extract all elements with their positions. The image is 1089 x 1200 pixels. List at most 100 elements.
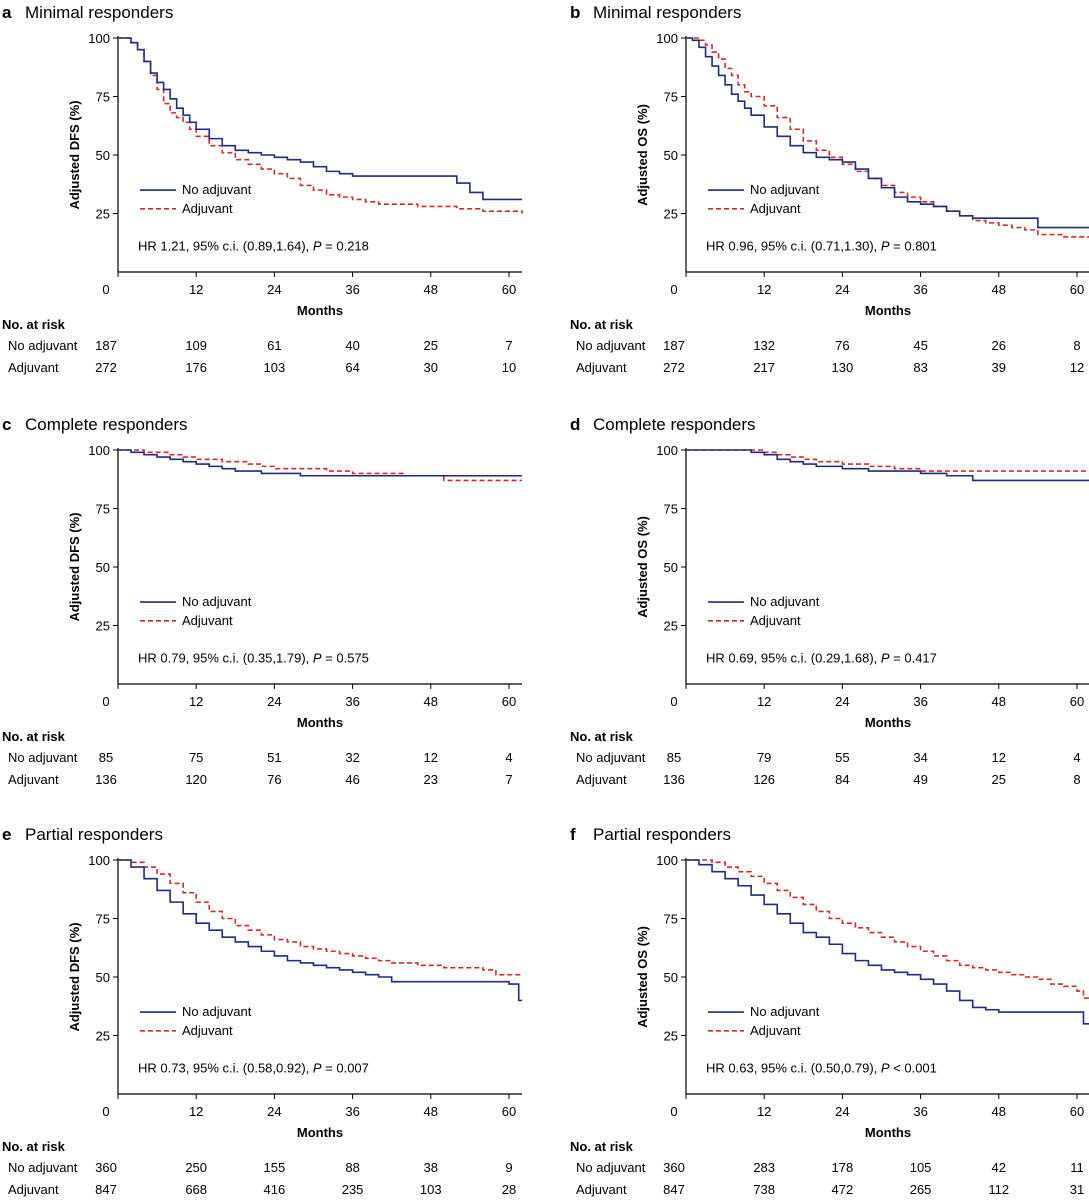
risk-count: 42 bbox=[992, 1160, 1006, 1175]
y-tick-label: 25 bbox=[96, 207, 110, 222]
risk-count: 85 bbox=[667, 750, 681, 765]
series-line-adjuvant bbox=[118, 449, 522, 482]
risk-row-label: Adjuvant bbox=[576, 1182, 627, 1197]
risk-count: 155 bbox=[264, 1160, 286, 1175]
risk-count: 103 bbox=[420, 1182, 442, 1197]
series-line-no-adjuvant bbox=[118, 859, 522, 1002]
x-tick-label: 36 bbox=[345, 1104, 359, 1119]
y-tick-label: 50 bbox=[664, 560, 678, 575]
legend-label-no-adjuvant: No adjuvant bbox=[182, 1004, 252, 1019]
risk-count: 34 bbox=[913, 750, 927, 765]
risk-count: 12 bbox=[424, 750, 438, 765]
risk-count: 472 bbox=[832, 1182, 854, 1197]
y-tick-label: 25 bbox=[664, 1029, 678, 1044]
legend-label-adjuvant: Adjuvant bbox=[750, 1023, 801, 1038]
x-tick-label: 12 bbox=[189, 282, 203, 297]
km-panel-a: a Minimal responders 100 75 50 25 0 12 24 36 48 60 M… bbox=[2, 3, 523, 375]
hazard-ratio-annotation: HR 1.21, 95% c.i. (0.89,1.64), P = 0.218 bbox=[138, 238, 369, 253]
risk-count: 8 bbox=[1073, 338, 1080, 353]
risk-count: 64 bbox=[345, 360, 359, 375]
x-axis-label: Months bbox=[865, 303, 911, 318]
risk-count: 4 bbox=[505, 750, 512, 765]
x-tick-label: 60 bbox=[1070, 694, 1084, 709]
x-tick-label: 24 bbox=[835, 694, 849, 709]
risk-count: 61 bbox=[267, 338, 281, 353]
risk-count: 668 bbox=[185, 1182, 207, 1197]
risk-table-header: No. at risk bbox=[2, 729, 66, 744]
risk-count: 12 bbox=[1070, 360, 1084, 375]
y-tick-label: 25 bbox=[664, 619, 678, 634]
x-tick-label: 48 bbox=[424, 1104, 438, 1119]
x-axis-label: Months bbox=[865, 715, 911, 730]
risk-row-label: No adjuvant bbox=[576, 1160, 646, 1175]
y-tick-label: 100 bbox=[88, 31, 110, 46]
series-line-no-adjuvant bbox=[686, 37, 1089, 229]
x-tick-label: 36 bbox=[345, 282, 359, 297]
y-tick-label: 75 bbox=[664, 502, 678, 517]
x-tick-label: 48 bbox=[992, 282, 1006, 297]
risk-table-header: No. at risk bbox=[2, 317, 66, 332]
y-tick-label: 100 bbox=[88, 443, 110, 458]
risk-count: 105 bbox=[910, 1160, 932, 1175]
x-tick-label: 12 bbox=[757, 694, 771, 709]
legend-label-adjuvant: Adjuvant bbox=[182, 1023, 233, 1038]
km-panel-c: c Complete responders 100 75 50 25 0 12 24 36 48 60… bbox=[2, 415, 522, 787]
x-tick-label: 48 bbox=[992, 694, 1006, 709]
legend-label-adjuvant: Adjuvant bbox=[182, 201, 233, 216]
risk-count: 4 bbox=[1073, 750, 1080, 765]
risk-count: 83 bbox=[913, 360, 927, 375]
panel-title: Minimal responders bbox=[593, 3, 741, 22]
panel-title: Partial responders bbox=[25, 825, 163, 844]
risk-count: 235 bbox=[342, 1182, 364, 1197]
y-tick-label: 100 bbox=[656, 853, 678, 868]
legend-label-no-adjuvant: No adjuvant bbox=[750, 594, 820, 609]
x-tick-label: 0 bbox=[670, 282, 677, 297]
risk-count: 112 bbox=[988, 1182, 1009, 1197]
y-tick-label: 25 bbox=[96, 619, 110, 634]
risk-row-label: Adjuvant bbox=[576, 772, 627, 787]
risk-count: 847 bbox=[663, 1182, 685, 1197]
panel-title: Complete responders bbox=[593, 415, 756, 434]
y-tick-label: 50 bbox=[96, 148, 110, 163]
risk-table-header: No. at risk bbox=[570, 729, 634, 744]
x-tick-label: 0 bbox=[102, 694, 109, 709]
risk-count: 38 bbox=[424, 1160, 438, 1175]
risk-count: 45 bbox=[913, 338, 927, 353]
risk-count: 28 bbox=[502, 1182, 516, 1197]
series-line-no-adjuvant bbox=[118, 449, 522, 477]
panel-letter: b bbox=[570, 3, 580, 22]
risk-table-header: No. at risk bbox=[2, 1139, 66, 1154]
risk-count: 49 bbox=[913, 772, 927, 787]
risk-table-header: No. at risk bbox=[570, 317, 634, 332]
x-tick-label: 12 bbox=[757, 1104, 771, 1119]
risk-count: 75 bbox=[189, 750, 203, 765]
risk-row-label: Adjuvant bbox=[8, 360, 59, 375]
hazard-ratio-annotation: HR 0.63, 95% c.i. (0.50,0.79), P < 0.001 bbox=[706, 1060, 937, 1075]
risk-count: 272 bbox=[95, 360, 117, 375]
risk-count: 126 bbox=[753, 772, 775, 787]
x-axis-label: Months bbox=[865, 1125, 911, 1140]
risk-count: 46 bbox=[345, 772, 359, 787]
legend-label-adjuvant: Adjuvant bbox=[182, 613, 233, 628]
x-tick-label: 48 bbox=[992, 1104, 1006, 1119]
risk-count: 11 bbox=[1070, 1160, 1084, 1175]
legend-label-adjuvant: Adjuvant bbox=[750, 201, 801, 216]
x-tick-label: 24 bbox=[267, 282, 281, 297]
series-line-adjuvant bbox=[686, 37, 1089, 238]
y-axis-label: Adjusted OS (%) bbox=[635, 926, 650, 1028]
risk-count: 416 bbox=[264, 1182, 286, 1197]
panel-letter: c bbox=[2, 415, 11, 434]
km-panel-b: b Minimal responders 100 75 50 25 0 12 24 36 48 60 M… bbox=[570, 3, 1089, 375]
y-tick-label: 100 bbox=[656, 31, 678, 46]
y-tick-label: 50 bbox=[96, 560, 110, 575]
risk-count: 8 bbox=[1073, 772, 1080, 787]
panel-letter: d bbox=[570, 415, 580, 434]
risk-count: 84 bbox=[835, 772, 849, 787]
x-tick-label: 24 bbox=[835, 1104, 849, 1119]
risk-count: 40 bbox=[345, 338, 359, 353]
panel-title: Minimal responders bbox=[25, 3, 173, 22]
x-tick-label: 48 bbox=[424, 694, 438, 709]
risk-count: 30 bbox=[424, 360, 438, 375]
risk-count: 187 bbox=[95, 338, 117, 353]
legend-label-adjuvant: Adjuvant bbox=[750, 613, 801, 628]
